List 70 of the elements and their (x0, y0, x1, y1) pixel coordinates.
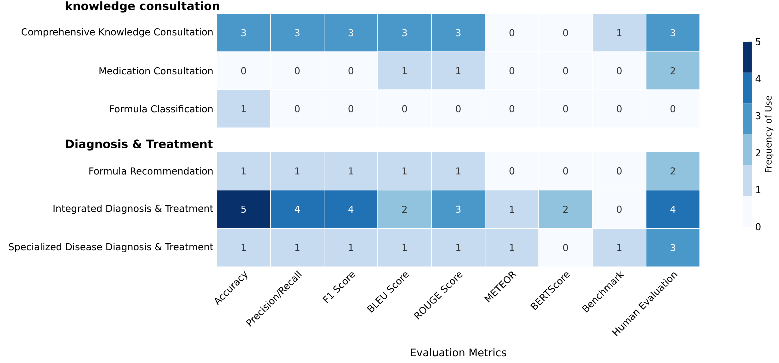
data-label: 4 (348, 206, 354, 213)
data-label: 1 (349, 244, 354, 252)
data-label: 3 (670, 29, 676, 37)
data-label: 1 (242, 168, 246, 175)
data-label: 0 (348, 67, 354, 75)
data-label: 0 (563, 244, 568, 252)
data-label: 2 (670, 67, 676, 75)
data-label: 4 (670, 206, 676, 213)
data-label: 0 (617, 168, 622, 175)
data-label: 0 (510, 67, 515, 75)
data-label: 1 (402, 168, 407, 175)
data-label: 0 (456, 105, 461, 113)
data-label: 1 (242, 106, 246, 112)
data-label: 3 (348, 29, 354, 37)
data-label: 3 (456, 29, 461, 37)
data-label: 0 (563, 105, 568, 113)
data-label: 0 (670, 105, 676, 113)
data-label: 0 (563, 29, 568, 37)
data-label: 1 (456, 168, 461, 175)
data-label: 1 (618, 244, 622, 252)
y-tick-label: Formula Classification (110, 105, 213, 113)
color-bar-label: 4 (756, 76, 761, 82)
color-bar-label: 5 (756, 38, 761, 46)
data-label: 0 (295, 105, 300, 113)
data-label: 1 (242, 244, 246, 252)
chart-title: Diagnosis & Treatment (66, 140, 213, 151)
data-label: 3 (402, 29, 408, 37)
data-label: 0 (295, 67, 300, 75)
y-tick-label: Medication Consultation (100, 67, 213, 75)
color-bar-title: Frequency of Use (764, 96, 774, 172)
y-tick-label: Specialized Disease Diagnosis & Treatment (9, 243, 214, 252)
data-label: 1 (296, 168, 300, 175)
data-label: 1 (402, 68, 407, 74)
data-label: 3 (295, 29, 300, 37)
data-label: 0 (617, 206, 622, 214)
data-label: 0 (510, 168, 515, 175)
data-label: 1 (456, 68, 461, 74)
data-label: 2 (670, 168, 676, 175)
data-label: 2 (402, 206, 407, 214)
color-bar-label: 0 (756, 223, 761, 231)
color-bar-label: 1 (756, 186, 761, 194)
data-label: 3 (242, 29, 246, 37)
data-label: 0 (617, 67, 622, 75)
data-label: 1 (456, 244, 461, 252)
data-label: 0 (510, 29, 515, 37)
data-label: 1 (510, 206, 514, 213)
data-label: 0 (510, 105, 515, 113)
data-label: 1 (402, 244, 407, 252)
data-label: 3 (456, 206, 461, 214)
data-label: 0 (563, 168, 568, 175)
data-label: 1 (349, 168, 354, 175)
chart-title: knowledge consultation (66, 2, 220, 13)
data-label: 0 (617, 105, 622, 113)
data-label: 0 (563, 67, 568, 75)
y-tick-label: Formula Recommendation (90, 167, 213, 175)
data-label: 1 (618, 30, 622, 36)
y-tick-label: Comprehensive Knowledge Consultation (22, 28, 213, 38)
data-label: 4 (294, 206, 300, 213)
y-tick-label: Integrated Diagnosis & Treatment (54, 204, 214, 214)
x-axis-title: Evaluation Metrics (411, 348, 506, 357)
data-label: 3 (670, 244, 676, 252)
data-label: 5 (242, 206, 246, 214)
data-label: 0 (348, 105, 354, 113)
data-label: 2 (563, 206, 568, 214)
color-bar-label: 2 (756, 149, 760, 157)
color-bar-label: 3 (756, 112, 761, 120)
data-label: 0 (402, 105, 408, 113)
data-label: 1 (510, 244, 514, 252)
data-label: 1 (296, 244, 300, 252)
data-label: 0 (241, 67, 246, 75)
